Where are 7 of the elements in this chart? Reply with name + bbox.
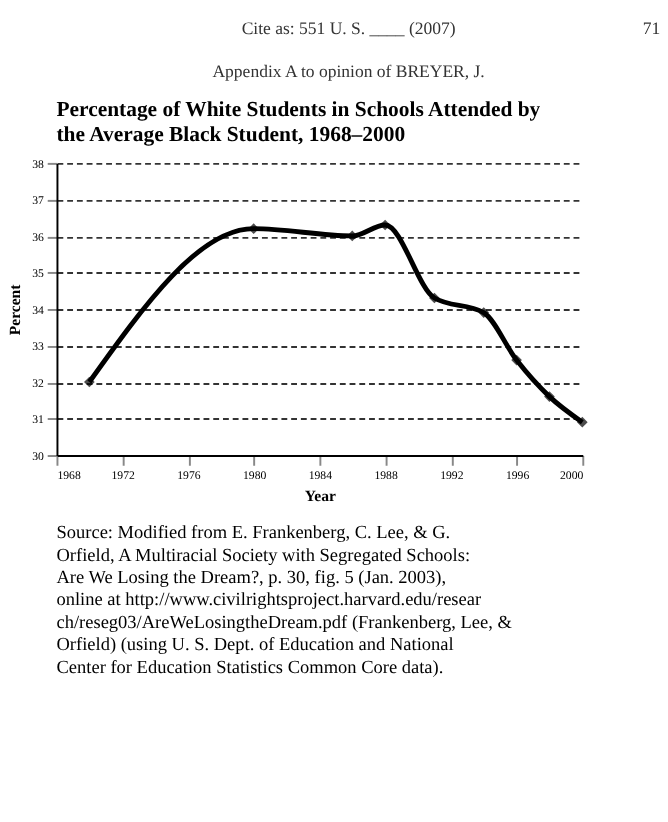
- text: Appendix A to opinion of BREYER, J.: [212, 61, 485, 82]
- text: 71: [642, 18, 661, 39]
- chart-title: Percentage of White Students in Schools Attended by the Average Black Student, 1968–2000: [56, 98, 542, 148]
- x-axis-title: Year: [304, 486, 338, 505]
- text: Cite as: 551 U. S. ____ (2007): [241, 18, 456, 39]
- source-note: Source: Modified from E. Frankenberg, C. Lee, & G. Orfield, A Multiracial Society with Segregated Schools: Are We Losing the Dream?, p. 30, fig. 5 (Jan. 2003), online at http://www.civilrightsproject.harvard.edu/research/reseg03/AreWeLosingtheDream.pdf (Frankenberg, Lee, & Orfield) (using U. S. Dept. of Education and National Center for Education Statistics Common Core data).: [56, 524, 514, 679]
- y-axis-title: Percent: [6, 283, 25, 336]
